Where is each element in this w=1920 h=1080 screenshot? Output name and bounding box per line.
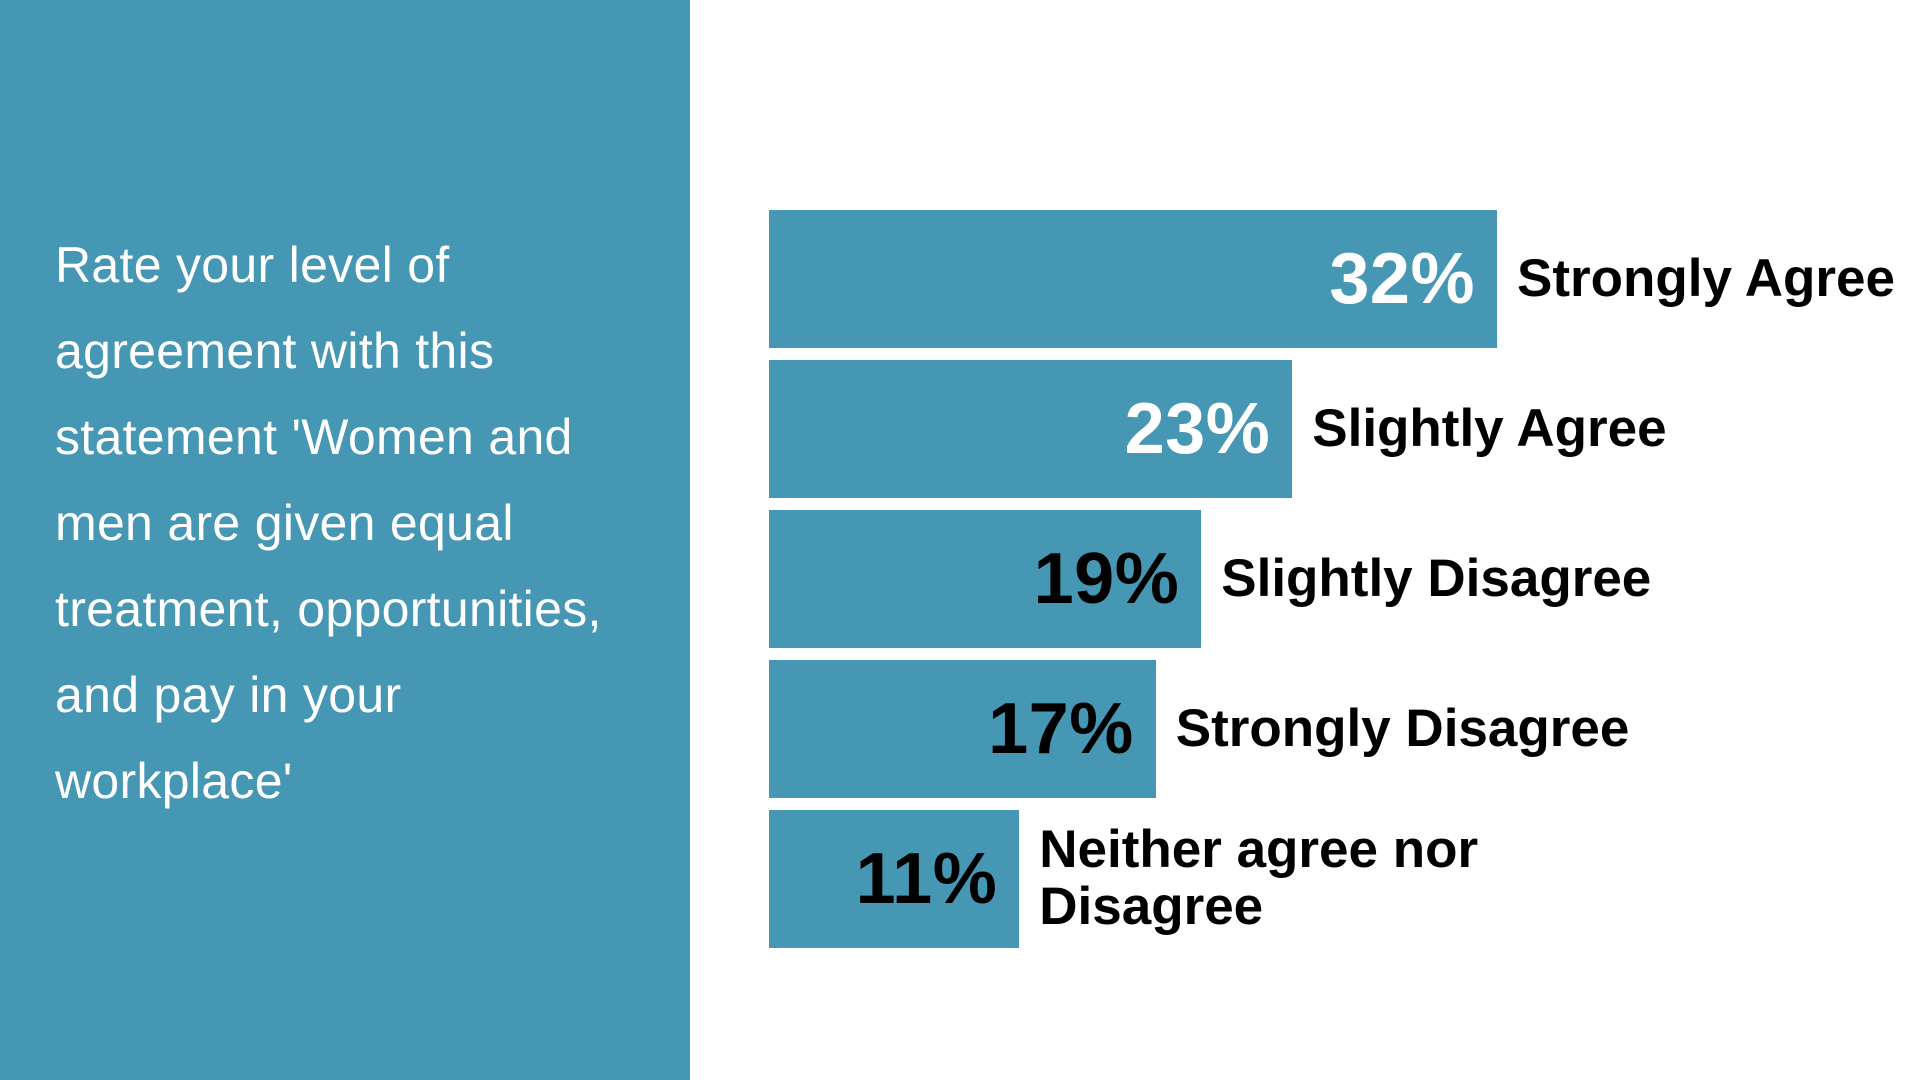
bar: 17% xyxy=(769,660,1156,798)
bar-category-label: Neither agree nor Disagree xyxy=(1039,820,1479,936)
bar-row: 32% Strongly Agree xyxy=(769,210,1895,348)
bar-category-label: Slightly Agree xyxy=(1312,398,1667,458)
bar-value-label: 32% xyxy=(1329,239,1475,319)
bar-value-label: 11% xyxy=(855,839,998,919)
bar: 19% xyxy=(769,510,1202,648)
bar-value-label: 17% xyxy=(988,689,1134,769)
bar: 23% xyxy=(769,360,1293,498)
survey-question-text: Rate your level of agreement with this s… xyxy=(55,237,602,809)
bar-row: 23% Slightly Agree xyxy=(769,360,1895,498)
bar-category-label: Strongly Disagree xyxy=(1175,698,1630,758)
bar-value-label: 23% xyxy=(1124,389,1271,469)
bar: 11% xyxy=(769,810,1020,948)
bar-row: 17% Strongly Disagree xyxy=(769,660,1895,798)
bar-chart: 32% Strongly Agree 23% Slightly Agree 19% Sli… xyxy=(769,210,1895,948)
bar: 32% xyxy=(769,210,1497,348)
bar-category-label: Strongly Agree xyxy=(1517,248,1895,308)
bar-row: 11% Neither agree nor Disagree xyxy=(769,810,1895,948)
bar-row: 19% Slightly Disagree xyxy=(769,510,1895,648)
question-panel: Rate your level of agreement with this s… xyxy=(0,0,690,1080)
bar-category-label: Slightly Disagree xyxy=(1221,548,1652,608)
bar-value-label: 19% xyxy=(1033,539,1180,619)
